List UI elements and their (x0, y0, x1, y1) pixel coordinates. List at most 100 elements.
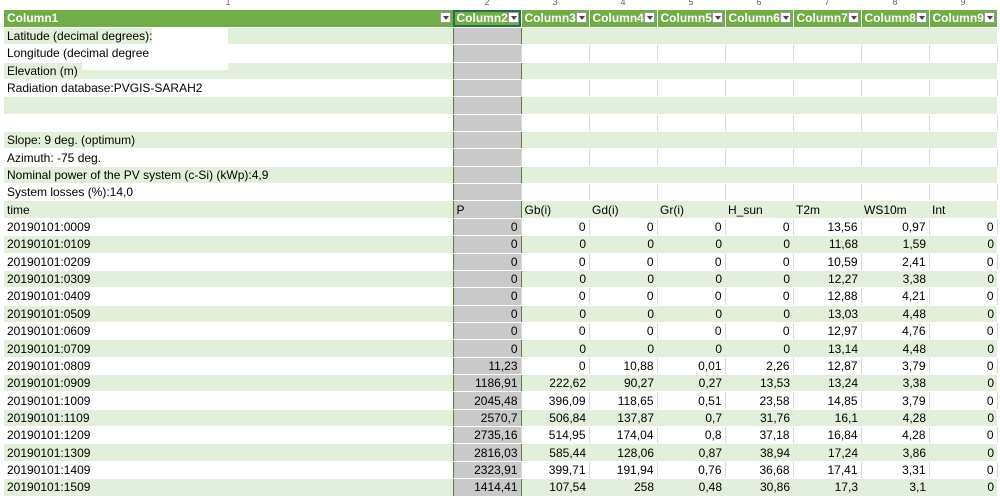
field-header-cell[interactable]: time (4, 200, 453, 219)
table-cell[interactable] (725, 166, 793, 185)
table-cell[interactable]: 585,44 (521, 443, 589, 462)
table-cell[interactable]: 20190101:0809 (4, 357, 453, 376)
table-cell[interactable]: 1,59 (861, 235, 929, 254)
table-cell[interactable]: 17,3 (793, 478, 861, 497)
table-cell[interactable] (589, 62, 657, 80)
table-cell[interactable]: 4,28 (861, 426, 930, 445)
table-cell[interactable] (929, 148, 998, 167)
filter-dropdown-icon[interactable] (779, 12, 791, 23)
table-cell[interactable] (589, 114, 658, 133)
table-cell[interactable]: 137,87 (589, 409, 657, 428)
table-cell[interactable] (929, 96, 997, 115)
table-cell[interactable]: 0 (521, 253, 590, 271)
table-cell[interactable]: 0 (657, 339, 725, 358)
table-cell[interactable]: 0 (725, 218, 794, 237)
table-cell[interactable]: 4,76 (861, 322, 930, 341)
column-header[interactable]: Column8 (861, 10, 930, 28)
table-cell[interactable] (452, 96, 522, 115)
table-cell[interactable]: 23,58 (725, 391, 794, 410)
table-cell[interactable]: 0 (452, 339, 522, 358)
table-cell[interactable]: 0 (929, 218, 998, 237)
table-cell[interactable]: 2323,91 (452, 461, 522, 480)
table-cell[interactable]: 1414,41 (452, 478, 522, 497)
table-cell[interactable]: 514,95 (521, 426, 590, 445)
table-cell[interactable]: 0 (657, 218, 726, 237)
table-cell[interactable] (793, 183, 862, 202)
table-cell[interactable]: 0 (929, 322, 998, 341)
table-cell[interactable] (521, 148, 590, 167)
table-cell[interactable]: 0 (929, 357, 998, 376)
column-header[interactable]: Column7 (793, 10, 862, 28)
table-cell[interactable] (929, 114, 998, 133)
table-cell[interactable]: 506,84 (521, 409, 589, 428)
table-cell[interactable]: 128,06 (589, 443, 657, 462)
table-cell[interactable]: 14,85 (793, 391, 862, 410)
table-cell[interactable]: 2735,16 (452, 426, 522, 445)
table-cell[interactable] (793, 79, 862, 98)
table-cell[interactable]: 0 (657, 305, 725, 323)
table-cell[interactable]: 0,7 (657, 409, 725, 428)
table-cell[interactable] (929, 27, 997, 46)
table-cell[interactable] (725, 79, 794, 98)
table-cell[interactable]: 0 (589, 270, 657, 289)
table-cell[interactable]: 4,48 (861, 339, 929, 358)
table-cell[interactable] (452, 114, 522, 133)
table-cell[interactable] (452, 62, 522, 80)
table-cell[interactable]: 0 (521, 322, 590, 341)
table-cell[interactable]: 2570,7 (452, 409, 522, 428)
table-cell[interactable]: 11,68 (793, 235, 861, 254)
table-cell[interactable] (929, 131, 997, 150)
table-cell[interactable]: 0,97 (861, 218, 930, 237)
table-cell[interactable]: 0 (589, 287, 658, 306)
table-cell[interactable] (589, 44, 658, 63)
field-header-cell[interactable]: Int (929, 200, 997, 219)
filter-dropdown-icon[interactable] (439, 12, 451, 23)
table-cell[interactable] (861, 183, 930, 202)
table-cell[interactable] (521, 114, 590, 133)
table-cell[interactable] (452, 183, 522, 202)
table-cell[interactable]: 0 (657, 287, 726, 306)
table-cell[interactable] (861, 131, 929, 150)
table-cell[interactable]: Slope: 9 deg. (optimum) (4, 131, 453, 150)
table-cell[interactable] (725, 148, 794, 167)
table-cell[interactable] (657, 62, 725, 80)
table-cell[interactable] (793, 96, 861, 115)
table-cell[interactable] (861, 148, 930, 167)
table-cell[interactable]: 0 (929, 426, 998, 445)
table-cell[interactable]: 20190101:0909 (4, 374, 453, 393)
table-cell[interactable]: 20190101:1109 (4, 409, 453, 428)
table-cell[interactable]: 13,03 (793, 305, 861, 323)
table-cell[interactable] (521, 131, 589, 150)
table-cell[interactable] (589, 166, 657, 185)
table-cell[interactable] (657, 131, 725, 150)
table-cell[interactable] (861, 96, 929, 115)
table-cell[interactable]: 118,65 (589, 391, 658, 410)
table-cell[interactable]: 0,27 (657, 374, 725, 393)
table-cell[interactable] (521, 183, 590, 202)
table-cell[interactable]: 20190101:0209 (4, 253, 453, 271)
table-cell[interactable]: 0 (452, 218, 522, 237)
table-cell[interactable]: 20190101:0709 (4, 339, 453, 358)
table-cell[interactable] (793, 44, 862, 63)
table-cell[interactable]: 3,31 (861, 461, 930, 480)
column-header[interactable]: Column5 (657, 10, 726, 28)
table-cell[interactable] (793, 62, 861, 80)
table-cell[interactable]: 0 (521, 218, 590, 237)
table-cell[interactable]: 222,62 (521, 374, 589, 393)
table-cell[interactable] (657, 183, 726, 202)
table-cell[interactable] (589, 79, 658, 98)
table-cell[interactable]: 0 (521, 287, 590, 306)
table-cell[interactable]: Azimuth: -75 deg. (4, 148, 453, 167)
table-cell[interactable]: 20190101:0509 (4, 305, 453, 323)
table-cell[interactable]: 10,88 (589, 357, 658, 376)
table-cell[interactable]: 90,27 (589, 374, 657, 393)
table-cell[interactable]: 0 (657, 235, 725, 254)
table-cell[interactable]: 0 (452, 287, 522, 306)
table-cell[interactable]: 20190101:0609 (4, 322, 453, 341)
table-cell[interactable]: 20190101:1009 (4, 391, 453, 410)
table-cell[interactable]: 3,86 (861, 443, 929, 462)
table-cell[interactable] (861, 79, 930, 98)
table-cell[interactable]: 258 (589, 478, 657, 497)
table-cell[interactable]: 0 (725, 322, 794, 341)
table-cell[interactable]: 20190101:1209 (4, 426, 453, 445)
